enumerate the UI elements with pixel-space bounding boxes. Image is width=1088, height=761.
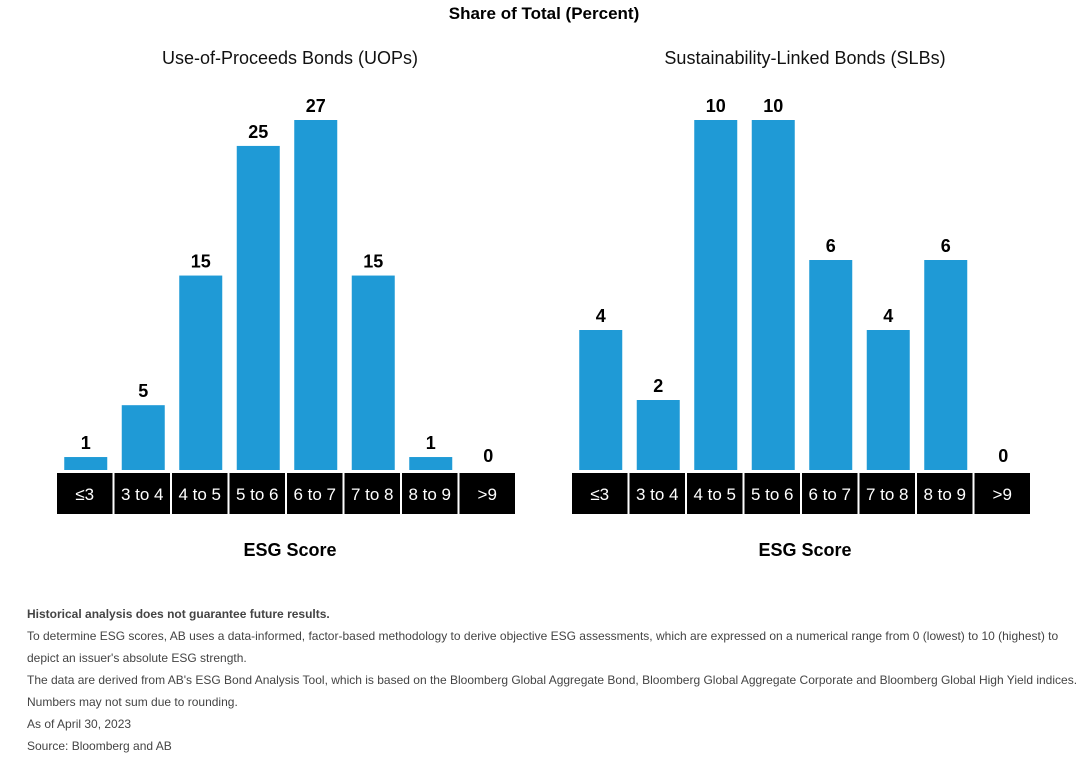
category-label: >9	[478, 485, 497, 504]
chart-slb: Sustainability-Linked Bonds (SLBs) 4 ≤3 2 3…	[545, 40, 1065, 570]
category-band	[629, 473, 685, 514]
data-label: 25	[248, 122, 268, 142]
chart-title: Sustainability-Linked Bonds (SLBs)	[664, 48, 946, 68]
data-label: 1	[81, 433, 91, 453]
category-label: 8 to 9	[408, 485, 451, 504]
bar-3	[751, 120, 795, 470]
data-label: 15	[363, 252, 383, 272]
footnote-line: depict an issuer's absolute ESG strength…	[27, 651, 247, 665]
category-band	[744, 473, 800, 514]
category-label: 3 to 4	[121, 485, 164, 504]
category-band	[859, 473, 915, 514]
data-label: 1	[426, 433, 436, 453]
category-band	[917, 473, 973, 514]
category-band	[287, 473, 343, 514]
category-label: >9	[993, 485, 1012, 504]
bar-4	[294, 120, 338, 470]
bar-0	[64, 457, 108, 470]
category-band	[974, 473, 1030, 514]
category-band	[172, 473, 228, 514]
data-label: 2	[653, 376, 663, 396]
bar-1	[636, 400, 680, 470]
category-band	[344, 473, 400, 514]
bar-3	[236, 145, 280, 470]
category-label: 7 to 8	[351, 485, 394, 504]
data-label: 0	[998, 446, 1008, 466]
category-label: 4 to 5	[693, 485, 736, 504]
footnote-line: To determine ESG scores, AB uses a data-…	[27, 629, 1059, 643]
category-label: 6 to 7	[808, 485, 851, 504]
bar-5	[866, 330, 910, 470]
bar-0	[579, 330, 623, 470]
category-label: 5 to 6	[236, 485, 279, 504]
data-label: 4	[596, 306, 606, 326]
data-label: 6	[826, 236, 836, 256]
category-band	[229, 473, 285, 514]
bar-1	[121, 405, 165, 470]
data-label: 15	[191, 252, 211, 272]
category-label: 4 to 5	[178, 485, 221, 504]
data-label: 27	[306, 96, 326, 116]
footnotes: Historical analysis does not guarantee f…	[27, 603, 1078, 757]
data-label: 6	[941, 236, 951, 256]
bar-4	[809, 260, 853, 470]
chart-title: Use-of-Proceeds Bonds (UOPs)	[161, 48, 419, 68]
x-axis-label: ESG Score	[243, 540, 337, 560]
category-band	[687, 473, 743, 514]
category-label: 5 to 6	[751, 485, 794, 504]
data-label: 5	[138, 381, 148, 401]
category-label: 7 to 8	[866, 485, 909, 504]
category-band	[57, 473, 113, 514]
data-label: 4	[883, 306, 893, 326]
category-band	[402, 473, 458, 514]
category-label: 6 to 7	[293, 485, 336, 504]
category-label: ≤3	[75, 485, 94, 504]
footnote-line: The data are derived from AB's ESG Bond …	[27, 673, 1078, 687]
bar-2	[694, 120, 738, 470]
x-axis-label: ESG Score	[758, 540, 852, 560]
category-label: 8 to 9	[923, 485, 966, 504]
uop-bar-chart: 1 ≤3 5 3 to 4 15 4 to 5 25 5 to 6 27 6 to 7 15 7 to…	[57, 96, 515, 514]
category-band	[114, 473, 170, 514]
footnote-line: Source: Bloomberg and AB	[27, 739, 172, 753]
main-title: Share of Total (Percent)	[448, 4, 640, 23]
bar-5	[351, 275, 395, 470]
category-band	[572, 473, 628, 514]
footnote-line: As of April 30, 2023	[27, 717, 132, 731]
category-band	[459, 473, 515, 514]
footnote-line: Numbers may not sum due to rounding.	[27, 695, 238, 709]
data-label: 10	[706, 96, 726, 116]
data-label: 10	[763, 96, 783, 116]
category-band	[802, 473, 858, 514]
bar-6	[409, 457, 453, 470]
category-label: 3 to 4	[636, 485, 679, 504]
data-label: 0	[483, 446, 493, 466]
bar-6	[924, 260, 968, 470]
footnote-line: Historical analysis does not guarantee f…	[27, 607, 330, 621]
bar-2	[179, 275, 223, 470]
category-label: ≤3	[590, 485, 609, 504]
slb-bar-chart: 4 ≤3 2 3 to 4 10 4 to 5 10 5 to 6 6 6 to 7 4 7 to 8…	[572, 96, 1030, 514]
